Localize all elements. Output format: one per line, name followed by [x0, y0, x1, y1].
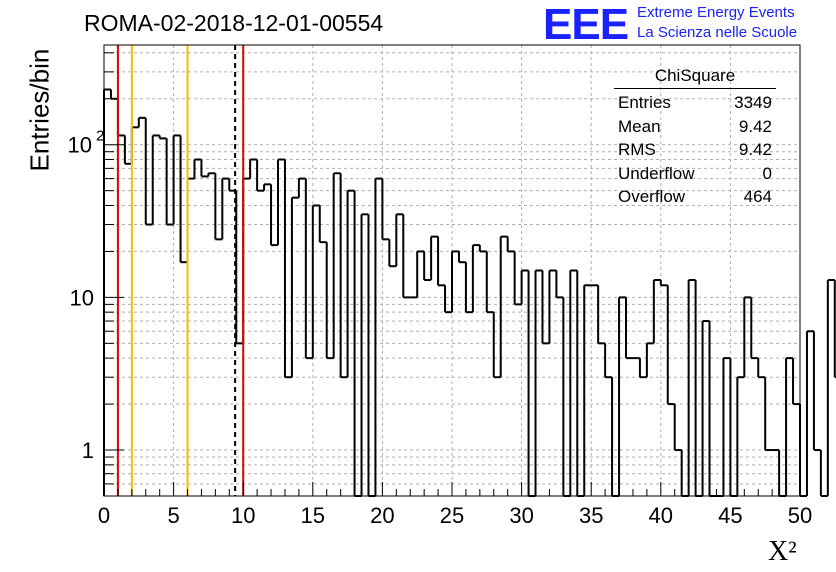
logo-text-line2: La Scienza nelle Scuole — [637, 24, 798, 41]
stats-title: ChiSquare — [614, 66, 776, 89]
stats-row-underflow: Underflow 0 — [610, 162, 780, 186]
stats-label: Overflow — [618, 187, 686, 206]
y-tick-label: 10 — [70, 285, 94, 310]
stats-row-mean: Mean 9.42 — [610, 115, 780, 139]
stats-label: Mean — [618, 116, 661, 136]
x-tick-label: 5 — [167, 503, 179, 528]
stats-box: ChiSquare Entries 3349 Mean 9.42 RMS 9.4… — [610, 66, 780, 209]
eee-logo: EEE — [543, 0, 629, 49]
stats-value: 3349 — [734, 93, 772, 112]
stats-value: 464 — [743, 187, 772, 206]
stats-label: RMS — [618, 140, 656, 159]
x-tick-label: 0 — [98, 503, 110, 528]
x-tick-label: 20 — [370, 503, 394, 528]
stats-label: Underflow — [618, 163, 695, 183]
chart-title: ROMA-02-2018-12-01-00554 — [84, 10, 384, 36]
y-axis-label: Entries/bin — [24, 48, 55, 172]
x-tick-label: 50 — [788, 503, 812, 528]
stats-row-rms: RMS 9.42 — [610, 138, 780, 162]
stats-row-entries: Entries 3349 — [610, 91, 780, 115]
x-tick-label: 10 — [231, 503, 255, 528]
stats-label: Entries — [618, 93, 671, 112]
x-tick-label: 35 — [579, 503, 603, 528]
stats-row-overflow: Overflow 464 — [610, 185, 780, 209]
logo-text-line1: Extreme Energy Events — [637, 4, 795, 21]
x-tick-label: 15 — [301, 503, 325, 528]
x-tick-label: 45 — [718, 503, 742, 528]
y-tick-label: 1 — [82, 438, 94, 463]
y-tick-exponent: 2 — [96, 128, 104, 145]
stats-value: 9.42 — [738, 116, 772, 136]
x-tick-label: 40 — [649, 503, 673, 528]
x-tick-label: 25 — [440, 503, 464, 528]
x-tick-label: 30 — [509, 503, 533, 528]
y-tick-label: 10 — [68, 133, 92, 158]
stats-value: 0 — [762, 163, 772, 183]
x-axis-label: X² — [768, 536, 797, 567]
stats-value: 9.42 — [738, 140, 772, 159]
